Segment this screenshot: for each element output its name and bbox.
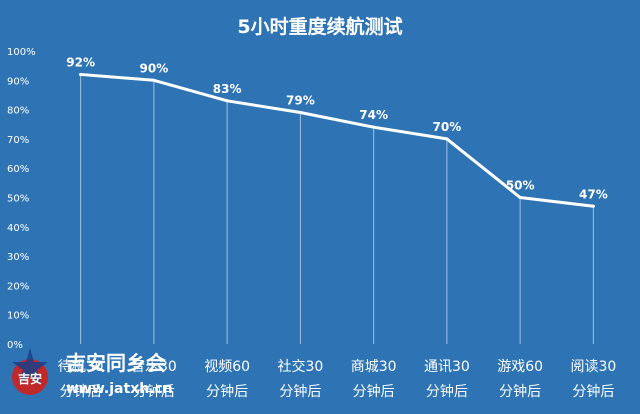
data-point	[79, 72, 83, 76]
x-tick-label: 视频60	[204, 359, 250, 375]
y-tick-label: 80%	[7, 106, 29, 117]
data-label: 74%	[359, 108, 388, 122]
y-tick-label: 10%	[7, 311, 29, 322]
x-tick-label: 分钟后	[353, 383, 395, 400]
drop-lines	[80, 74, 594, 344]
data-point	[445, 137, 449, 141]
y-tick-label: 90%	[7, 76, 29, 87]
data-label: 47%	[579, 187, 608, 201]
x-tick-label: 商城30	[351, 359, 397, 375]
y-tick-label: 50%	[7, 194, 29, 205]
data-point	[591, 204, 595, 208]
chart-title: 5小时重度续航测试	[237, 15, 402, 38]
x-tick-label: 音乐30	[131, 358, 177, 375]
y-tick-label: 20%	[7, 281, 29, 292]
x-tick-label: 社交30	[277, 358, 323, 375]
y-tick-label: 60%	[7, 164, 29, 175]
x-tick-label: 分钟后	[279, 383, 321, 400]
x-tick-label: 待机30	[58, 359, 104, 375]
y-tick-label: 30%	[7, 252, 29, 263]
x-tick-label: 分钟后	[60, 383, 102, 400]
data-label: 92%	[66, 55, 95, 69]
x-axis: 待机30 分钟后 音乐30 分钟后 视频60 分钟后 社交30 分钟后 商城30 分钟后 通讯30 分…	[58, 358, 617, 400]
data-point	[372, 125, 376, 129]
series-line-group	[79, 72, 595, 208]
data-point	[518, 196, 522, 199]
watermark-url: www.jatxh.cn	[66, 381, 173, 397]
x-tick-label: 阅读30	[570, 358, 616, 375]
data-point	[298, 111, 302, 115]
data-label: 83%	[213, 82, 242, 96]
x-tick-label: 分钟后	[426, 383, 468, 400]
x-tick-label: 分钟后	[572, 383, 614, 400]
data-label: 70%	[433, 120, 462, 134]
data-label: 79%	[286, 94, 315, 108]
data-labels: 92% 90% 83% 79% 74% 70% 50% 47%	[66, 55, 607, 201]
data-point	[225, 99, 229, 103]
data-point	[152, 78, 156, 82]
watermark-badge-text: 吉安	[18, 371, 42, 386]
y-tick-label: 0%	[7, 340, 23, 351]
y-tick-label: 100%	[7, 47, 36, 58]
watermark-name: 吉安同乡会	[66, 351, 166, 375]
x-tick-label: 分钟后	[499, 383, 541, 400]
y-tick-label: 70%	[7, 135, 29, 146]
series-line	[79, 72, 595, 208]
x-tick-label: 游戏60	[497, 359, 543, 375]
x-tick-label: 分钟后	[206, 383, 248, 400]
watermark-star-icon	[12, 348, 48, 384]
x-tick-label: 分钟后	[133, 383, 175, 400]
data-label: 90%	[140, 61, 169, 75]
y-axis: 0% 10% 20% 30% 40% 50% 60% 70% 80% 90% 100%	[7, 47, 36, 351]
y-tick-label: 40%	[7, 223, 29, 234]
x-tick-label: 通讯30	[424, 359, 470, 375]
watermark-logo: 吉安 吉安同乡会 www.jatxh.cn	[12, 348, 173, 397]
data-label: 50%	[506, 179, 535, 193]
